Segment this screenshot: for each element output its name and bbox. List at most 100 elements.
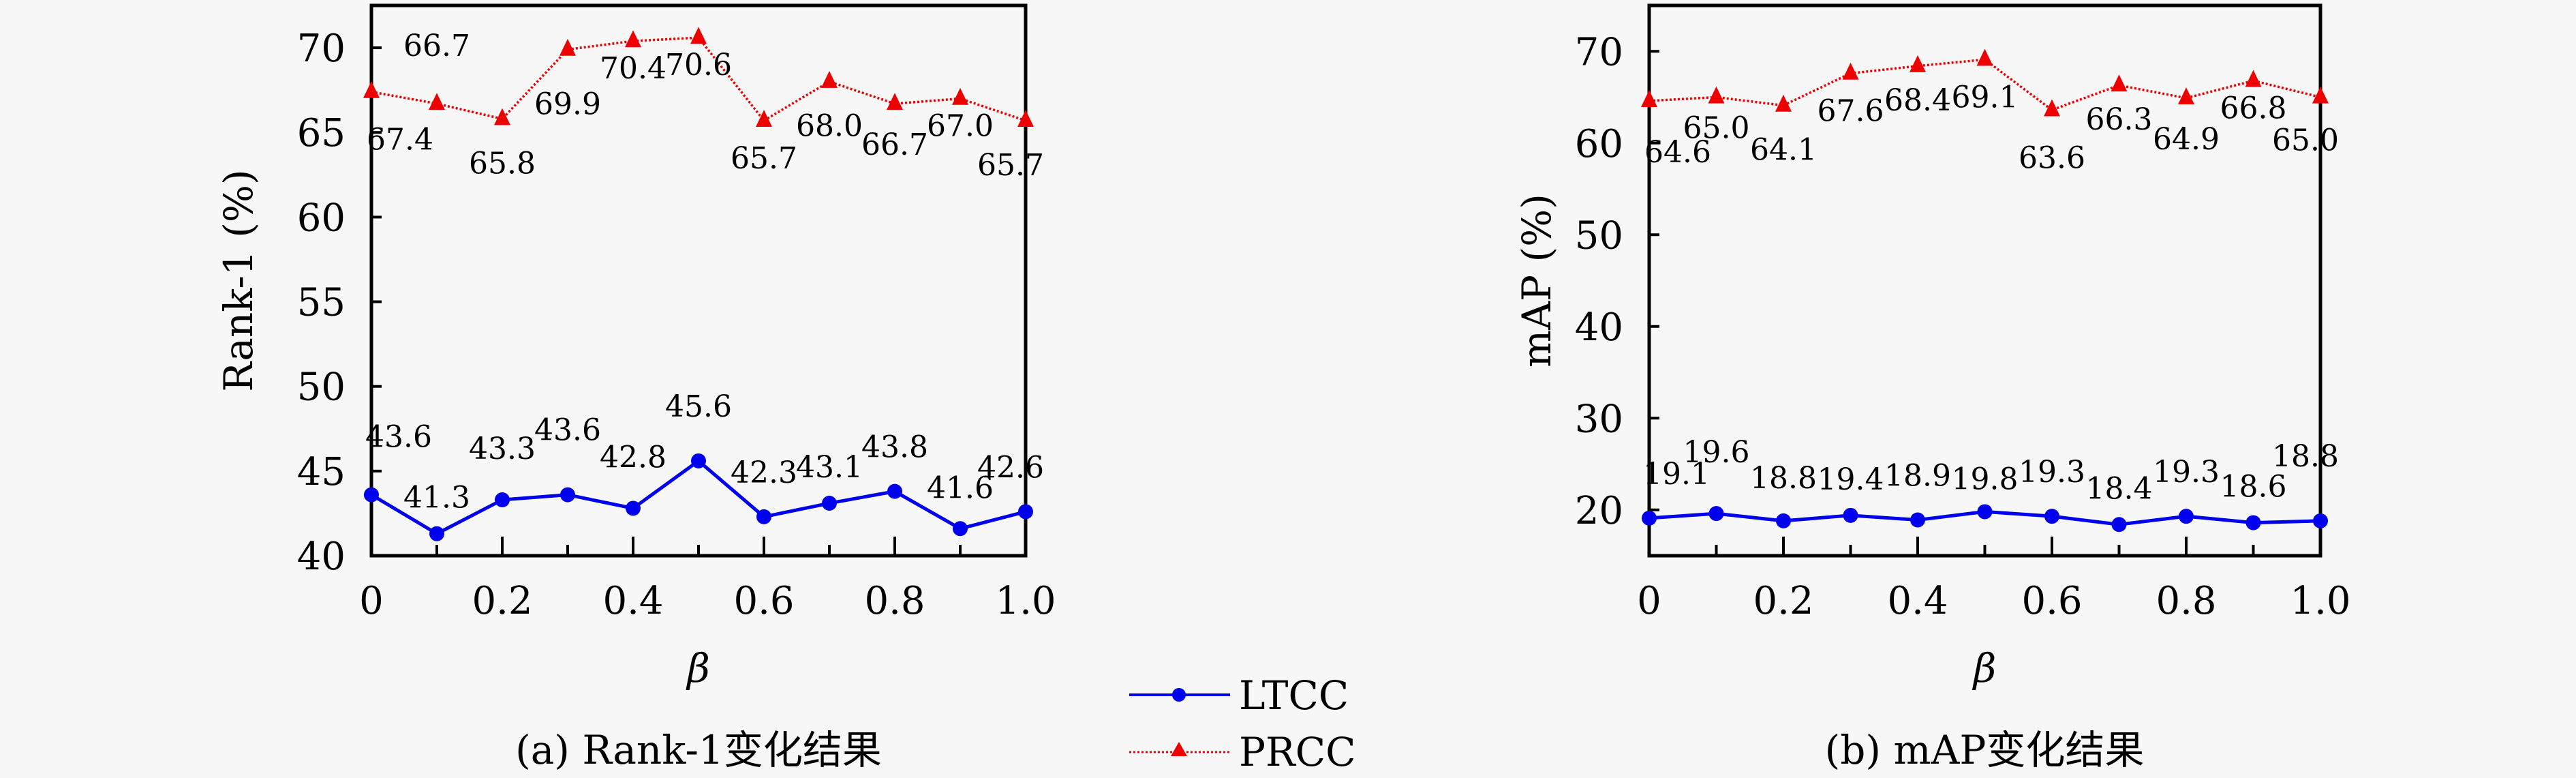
data-label-prcc: 66.8 (2220, 91, 2287, 125)
y-tick-label: 60 (297, 196, 346, 240)
data-label-ltcc: 18.8 (1750, 461, 1817, 496)
data-point-ltcc (560, 487, 575, 503)
y-tick-label: 70 (1575, 30, 1623, 74)
data-point-prcc (1842, 62, 1859, 80)
data-label-ltcc: 19.8 (1952, 462, 2019, 496)
x-tick-label: 0.6 (2021, 579, 2082, 623)
data-label-ltcc: 19.6 (1683, 435, 1750, 470)
y-tick-label: 70 (297, 27, 346, 71)
data-label-prcc: 66.3 (2086, 102, 2153, 137)
data-label-prcc: 70.6 (665, 48, 732, 83)
data-point-ltcc (822, 496, 837, 511)
data-point-ltcc (429, 526, 444, 541)
data-label-ltcc: 42.8 (600, 440, 666, 475)
data-point-ltcc (756, 509, 771, 524)
data-label-ltcc: 18.6 (2220, 470, 2287, 505)
series-prcc: 67.466.765.869.970.470.665.768.066.767.0… (363, 27, 1044, 183)
data-point-prcc (2245, 70, 2262, 87)
data-point-prcc (559, 38, 576, 56)
data-label-prcc: 63.6 (2019, 140, 2085, 175)
data-label-prcc: 64.9 (2153, 122, 2220, 157)
data-point-ltcc (1776, 513, 1791, 528)
x-tick-label: 0.8 (2156, 579, 2216, 623)
data-label-prcc: 65.8 (469, 146, 536, 181)
data-point-ltcc (691, 453, 706, 468)
y-tick-label: 55 (297, 281, 346, 325)
y-axis-title: Rank-1 (%) (215, 169, 262, 391)
data-point-ltcc (1018, 504, 1033, 520)
data-label-ltcc: 19.3 (2153, 455, 2220, 490)
x-tick-label: 1.0 (2290, 579, 2350, 623)
y-tick-label: 60 (1575, 122, 1623, 166)
y-tick-label: 50 (1575, 213, 1623, 258)
data-label-prcc: 66.7 (861, 128, 928, 162)
data-label-prcc: 64.1 (1750, 133, 1817, 168)
data-point-prcc (756, 110, 772, 128)
data-point-ltcc (495, 492, 510, 508)
data-label-prcc: 65.7 (977, 148, 1044, 183)
data-point-ltcc (626, 500, 641, 516)
y-tick-label: 30 (1575, 397, 1623, 441)
x-tick-label: 0.2 (1753, 579, 1813, 623)
data-label-prcc: 65.0 (2272, 123, 2339, 158)
data-label-prcc: 68.0 (796, 109, 863, 144)
data-point-prcc (2044, 99, 2060, 117)
data-point-ltcc (1843, 507, 1858, 523)
data-label-ltcc: 42.6 (977, 450, 1044, 485)
x-tick-label: 1.0 (995, 579, 1056, 623)
data-point-prcc (1017, 110, 1034, 128)
y-tick-label: 65 (297, 111, 346, 155)
x-tick-label: 0.4 (602, 579, 663, 623)
data-label-ltcc: 18.8 (2272, 439, 2339, 474)
legend-entry-ltcc: LTCC (1129, 672, 1349, 719)
data-point-ltcc (2179, 509, 2194, 524)
data-label-ltcc: 45.6 (665, 389, 732, 424)
data-label-ltcc: 41.6 (927, 470, 994, 505)
series-prcc: 64.665.064.167.6 68.4 69.163.666.364.966.8… (1641, 48, 2339, 175)
data-label-ltcc: 19.4 (1818, 462, 1884, 497)
data-point-ltcc (1910, 512, 1925, 528)
x-tick-label: 0 (1637, 579, 1661, 623)
data-label-ltcc: 42.3 (731, 455, 797, 490)
data-point-ltcc (364, 487, 379, 503)
y-axis-title: mAP (%) (1514, 194, 1560, 368)
data-point-ltcc (1642, 510, 1657, 526)
data-point-ltcc (1977, 504, 1993, 520)
legend-ltcc-circle-icon (1172, 688, 1186, 702)
data-point-ltcc (2245, 515, 2261, 530)
data-point-ltcc (887, 483, 902, 499)
data-label-ltcc: 41.3 (403, 481, 470, 515)
data-label-prcc: 67.4 (367, 123, 433, 158)
data-label-prcc: 65.7 (731, 141, 797, 176)
data-label-prcc: 69.9 (534, 87, 601, 122)
panel-map: 20 30 40 50 60 70 0 0.2 0.4 0.6 0.8 1.0 β mAP (%) (b) … (1514, 3, 2351, 773)
data-label-prcc: 70.4 (600, 51, 666, 86)
data-point-prcc (1708, 86, 1725, 104)
panel-caption: (b) mAP变化结果 (1825, 727, 2145, 773)
x-tick-label: 0 (359, 579, 384, 623)
y-tick-label: 50 (297, 365, 346, 410)
data-point-prcc (1910, 55, 1926, 72)
data-point-ltcc (1708, 506, 1724, 522)
data-label-ltcc: 43.6 (365, 420, 432, 455)
panel-rank1: 40 45 50 55 60 65 70 0 0.2 0.4 0.6 0.8 1.0 β Rank-1 (%… (215, 3, 1056, 773)
series-ltcc: 19.119.618.8 19.4 18.9 19.8 19.3 18.4 19.3 18.6… (1642, 435, 2339, 533)
data-label-prcc: 66.7 (403, 29, 470, 63)
data-point-prcc (821, 71, 838, 88)
y-tick-label: 20 (1575, 489, 1623, 533)
y-tick-label: 45 (297, 450, 346, 494)
data-label-ltcc: 18.4 (2086, 471, 2153, 506)
data-point-prcc (2111, 74, 2128, 92)
legend-ltcc-label: LTCC (1239, 672, 1349, 719)
data-label-prcc: 68.4 (1884, 83, 1951, 118)
y-tick-label: 40 (297, 535, 346, 579)
x-tick-label: 0.4 (1887, 579, 1948, 623)
data-label-ltcc: 43.1 (796, 450, 863, 485)
panel-caption: (a) Rank-1变化结果 (515, 727, 882, 773)
data-point-ltcc (2044, 509, 2059, 524)
x-tick-label: 0.2 (472, 579, 532, 623)
data-label-prcc: 67.0 (927, 109, 994, 144)
data-point-ltcc (2313, 513, 2328, 528)
x-tick-label: 0.6 (733, 579, 794, 623)
